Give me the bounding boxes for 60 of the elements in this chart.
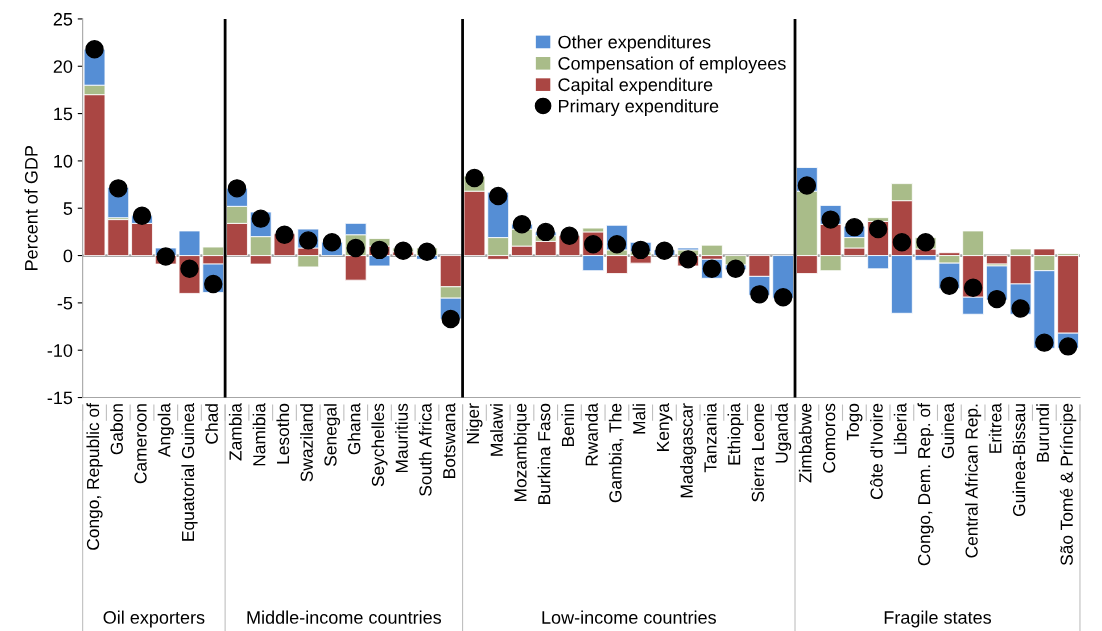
- x-tick-label: Zimbabwe: [798, 403, 812, 483]
- x-tick-label: Ghana: [347, 403, 361, 455]
- y-tick-label: 5: [63, 202, 73, 215]
- x-tick-label: Congo, Republic of: [86, 403, 103, 550]
- x-tick-label: Gabon: [110, 404, 123, 455]
- x-tick-label: Comoros: [823, 403, 836, 473]
- legend-label: Primary expenditure: [559, 99, 719, 117]
- x-tick-label: Tanzania: [703, 403, 717, 473]
- legend-label: Other expenditures: [558, 35, 711, 53]
- y-axis-title: Percent of GDP: [24, 145, 38, 270]
- x-tick-label: Burkina Faso: [537, 403, 551, 504]
- x-tick-label: Cameroon: [134, 404, 147, 484]
- x-tick-label: Liberia: [893, 403, 907, 454]
- x-tick-label: Mozambique: [513, 403, 531, 502]
- y-tick-label: -15: [47, 391, 73, 405]
- x-tick-label: Senegal: [323, 404, 341, 467]
- x-tick-label: Central African Rep.: [965, 404, 982, 558]
- x-tick-label: Eritrea: [988, 403, 1002, 453]
- x-tick-label: Angola: [157, 403, 174, 458]
- text: Low-income countries: [542, 610, 716, 624]
- x-tick-label: Guinea-Bissau: [1012, 404, 1026, 517]
- legend-label: Capital expenditure: [558, 77, 713, 95]
- text: Middle-income countries: [247, 610, 442, 624]
- x-tick-label: Gambia, The: [608, 403, 624, 503]
- text: Fragile states: [884, 610, 992, 628]
- x-tick-label: Togo: [846, 403, 863, 441]
- x-tick-label: Guinea: [941, 403, 955, 459]
- x-tick-label: Sierra Leone: [751, 403, 765, 502]
- x-tick-label: Rwanda: [585, 403, 598, 466]
- y-tick-label: -10: [47, 344, 73, 357]
- x-tick-label: Ethiopia: [727, 403, 744, 465]
- x-tick-label: Burundi: [1036, 404, 1049, 462]
- x-tick-label: Congo, Dem. Rep. of: [917, 403, 934, 566]
- y-tick-label: 20: [53, 60, 73, 73]
- x-tick-label: Benin: [561, 404, 575, 447]
- x-tick-label: Côte d'Ivoire: [869, 403, 883, 500]
- x-tick-label: Equatorial Guinea: [181, 403, 198, 541]
- y-tick-label: 25: [53, 12, 73, 26]
- x-tick-label: São Tomé & Príncipe: [1059, 403, 1077, 566]
- x-tick-label: Lesotho: [276, 403, 290, 464]
- y-tick-label: 10: [54, 154, 73, 168]
- y-tick-label: 15: [54, 107, 73, 121]
- x-tick-label: Niger: [466, 403, 483, 444]
- x-tick-label: Seychelles: [371, 403, 388, 487]
- x-tick-label: South Africa: [418, 403, 432, 496]
- y-tick-label: -5: [57, 297, 73, 310]
- x-tick-label: Mauritius: [395, 403, 408, 473]
- y-tick-label: 0: [63, 249, 73, 263]
- x-tick-label: Namibia: [252, 403, 266, 466]
- x-tick-label: Chad: [205, 404, 218, 444]
- x-tick-label: Uganda: [775, 403, 792, 463]
- x-tick-label: Kenya: [656, 403, 673, 451]
- x-tick-label: Botswana: [443, 403, 456, 478]
- legend-label: Compensation of employees: [558, 56, 786, 74]
- x-tick-label: Madagascar: [680, 403, 697, 498]
- x-tick-label: Zambia: [228, 403, 242, 461]
- x-tick-label: Swaziland: [300, 404, 313, 482]
- x-tick-label: Mali: [632, 404, 646, 434]
- text: Oil exporters: [103, 610, 205, 628]
- x-tick-label: Malawi: [490, 404, 503, 456]
